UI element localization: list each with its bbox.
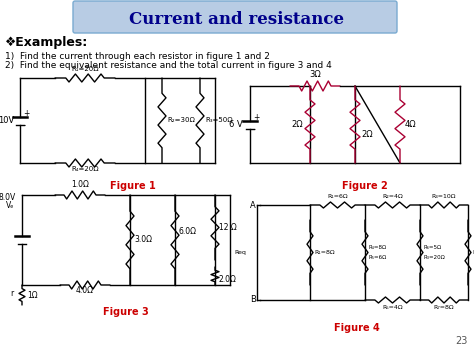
Text: Figure 4: Figure 4 (334, 323, 379, 333)
Text: R₃=20Ω: R₃=20Ω (424, 255, 446, 260)
Text: 6 V: 6 V (229, 120, 243, 129)
FancyBboxPatch shape (73, 1, 397, 33)
Text: 23: 23 (456, 336, 468, 346)
Text: R₄=20Ω: R₄=20Ω (71, 166, 99, 172)
Text: 2.0Ω: 2.0Ω (219, 275, 237, 283)
Text: 8.0V: 8.0V (0, 193, 16, 202)
Text: 1)  Find the current through each resistor in figure 1 and 2: 1) Find the current through each resisto… (5, 52, 270, 61)
Text: Figure 3: Figure 3 (103, 307, 149, 317)
Text: 1.0Ω: 1.0Ω (71, 180, 89, 189)
Text: 1Ω: 1Ω (27, 290, 37, 299)
Text: +: + (253, 113, 259, 122)
Text: R₄=8Ω: R₄=8Ω (369, 245, 387, 250)
Text: +: + (23, 109, 29, 118)
Text: 4.0Ω: 4.0Ω (76, 286, 94, 295)
Text: R₆=2Ω: R₆=2Ω (472, 250, 474, 255)
Text: 10V: 10V (0, 116, 14, 125)
Text: R₁=20Ω: R₁=20Ω (71, 66, 99, 72)
Text: -: - (253, 125, 256, 134)
Text: 12 Ω: 12 Ω (219, 223, 237, 232)
Text: 6.0Ω: 6.0Ω (179, 228, 197, 237)
Text: B: B (250, 296, 256, 304)
Text: R₁=6Ω: R₁=6Ω (327, 194, 348, 199)
Text: -: - (23, 121, 26, 130)
Text: Current and resistance: Current and resistance (129, 10, 345, 28)
Text: 3.0Ω: 3.0Ω (134, 236, 152, 245)
Text: A: A (250, 200, 256, 209)
Text: 3Ω: 3Ω (309, 70, 321, 79)
Text: Vₑ: Vₑ (6, 201, 14, 210)
Text: 4Ω: 4Ω (405, 120, 417, 129)
Text: R₅=4Ω: R₅=4Ω (382, 305, 403, 310)
Text: 2Ω: 2Ω (291, 120, 303, 129)
Text: R₃=10Ω: R₃=10Ω (432, 194, 456, 199)
Text: 2)  Find the equivalent resistance and the total current in figure 3 and 4: 2) Find the equivalent resistance and th… (5, 61, 332, 70)
Text: R₃=50Ω: R₃=50Ω (205, 118, 233, 124)
Text: Figure 2: Figure 2 (342, 181, 388, 191)
Text: Figure 1: Figure 1 (109, 181, 155, 191)
Text: 2Ω: 2Ω (361, 130, 373, 139)
Text: R₂=4Ω: R₂=4Ω (382, 194, 403, 199)
Text: R₇=8Ω: R₇=8Ω (434, 305, 454, 310)
Text: r: r (11, 289, 14, 297)
Text: Req: Req (234, 250, 246, 255)
Text: ❖Examples:: ❖Examples: (5, 36, 88, 49)
Text: R₆=5Ω: R₆=5Ω (424, 245, 442, 250)
Text: R₁=8Ω: R₁=8Ω (314, 250, 335, 255)
Text: R₅=6Ω: R₅=6Ω (369, 255, 387, 260)
Text: R₂=30Ω: R₂=30Ω (167, 118, 195, 124)
